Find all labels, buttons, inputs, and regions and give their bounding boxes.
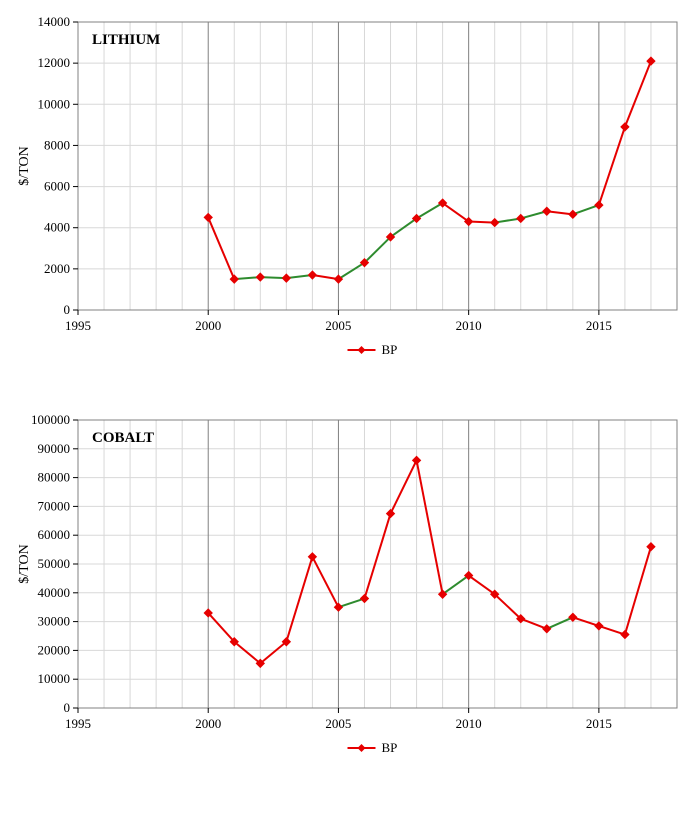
ytick-label: 2000: [44, 261, 70, 276]
ytick-label: 10000: [38, 671, 71, 686]
xtick-label: 2015: [586, 716, 612, 731]
ytick-label: 40000: [38, 585, 71, 600]
chart-title: LITHIUM: [92, 32, 160, 48]
ytick-label: 6000: [44, 179, 70, 194]
ytick-label: 0: [64, 302, 71, 317]
ytick-label: 8000: [44, 137, 70, 152]
ytick-label: 70000: [38, 498, 71, 513]
legend-label: BP: [382, 342, 398, 357]
chart-title: COBALT: [92, 430, 154, 446]
y-axis-label: $/TON: [17, 146, 32, 185]
ytick-label: 0: [64, 700, 71, 715]
xtick-label: 2010: [456, 318, 482, 333]
legend-label: BP: [382, 740, 398, 755]
ytick-label: 20000: [38, 642, 71, 657]
ytick-label: 80000: [38, 470, 71, 485]
ytick-label: 30000: [38, 614, 71, 629]
y-axis-label: $/TON: [17, 544, 32, 583]
chart-lithium: 0 2000 4000 6000 8000 10000 12000 14000 1995 2000…: [10, 10, 687, 400]
ytick-label: 12000: [38, 55, 71, 70]
ytick-label: 90000: [38, 441, 71, 456]
xtick-label: 2015: [586, 318, 612, 333]
xtick-label: 2005: [325, 716, 351, 731]
xtick-label: 2010: [456, 716, 482, 731]
xtick-label: 2005: [325, 318, 351, 333]
xtick-label: 1995: [65, 716, 91, 731]
xtick-label: 2000: [195, 318, 221, 333]
xtick-label: 2000: [195, 716, 221, 731]
ytick-label: 14000: [38, 14, 71, 29]
chart-cobalt: 0 10000 20000 30000 40000 50000 60000 70000 8000…: [10, 408, 687, 798]
ytick-label: 10000: [38, 96, 71, 111]
xtick-label: 1995: [65, 318, 91, 333]
ytick-label: 60000: [38, 527, 71, 542]
ytick-label: 50000: [38, 556, 71, 571]
ytick-label: 4000: [44, 220, 70, 235]
ytick-label: 100000: [31, 412, 70, 427]
